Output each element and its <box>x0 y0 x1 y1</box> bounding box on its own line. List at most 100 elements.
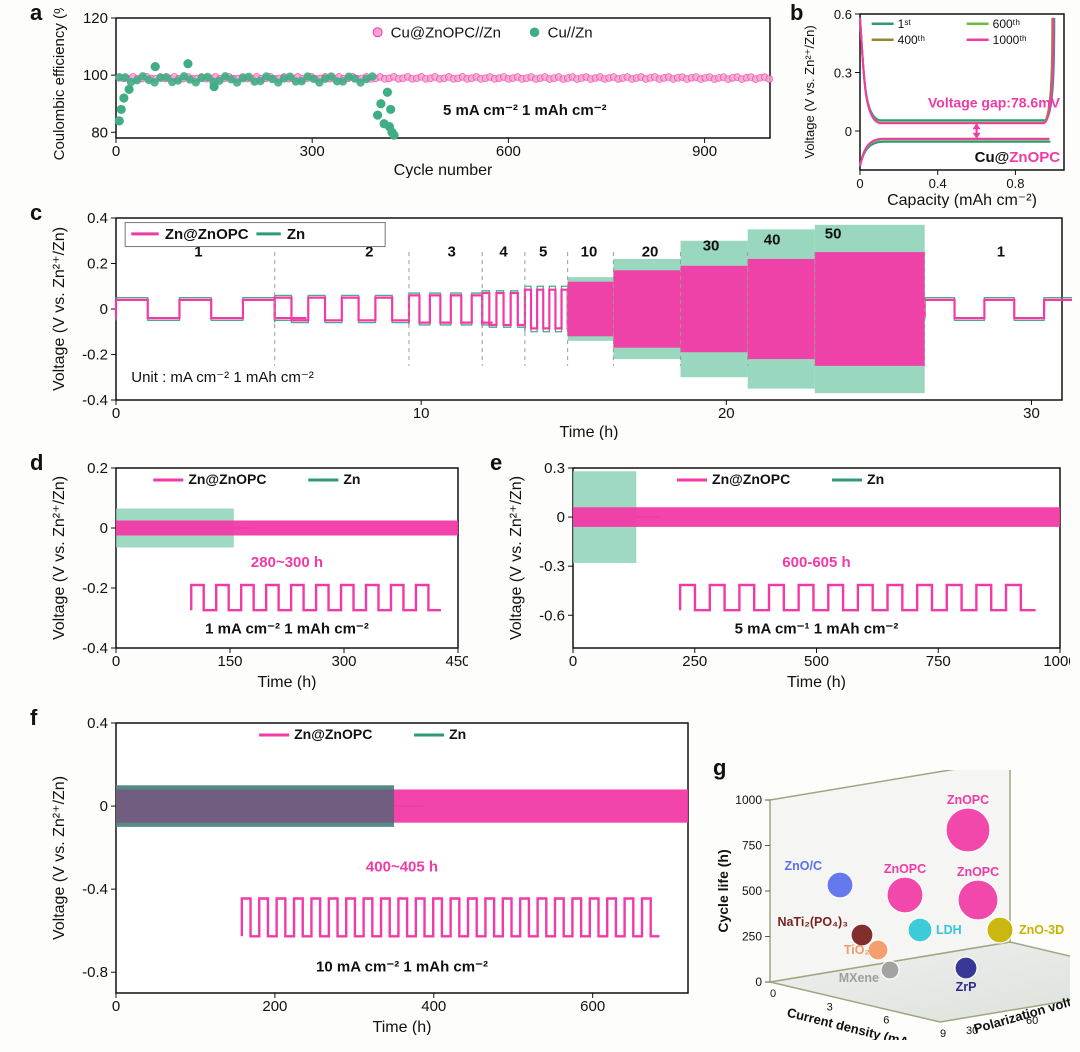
svg-text:ZrP: ZrP <box>956 980 977 994</box>
svg-text:1000: 1000 <box>1043 653 1070 670</box>
svg-text:Time (h): Time (h) <box>787 674 846 690</box>
svg-text:100: 100 <box>83 67 108 84</box>
svg-text:TiO₂: TiO₂ <box>844 943 870 957</box>
svg-text:0: 0 <box>557 509 565 526</box>
svg-text:50: 50 <box>825 226 842 243</box>
svg-text:600-605 h: 600-605 h <box>782 554 850 571</box>
svg-text:Cycle life (h): Cycle life (h) <box>715 849 731 932</box>
svg-text:750: 750 <box>926 653 951 670</box>
svg-text:9: 9 <box>940 1028 946 1040</box>
svg-text:6: 6 <box>883 1015 889 1027</box>
svg-text:0: 0 <box>100 520 108 537</box>
svg-text:900: 900 <box>692 143 717 160</box>
panel-e-label: e <box>490 450 502 476</box>
svg-text:0: 0 <box>569 653 577 670</box>
svg-text:Voltage (V vs. Zn²⁺/Zn): Voltage (V vs. Zn²⁺/Zn) <box>51 227 68 391</box>
svg-text:Unit : mA cm⁻² 1 mAh cm⁻²: Unit : mA cm⁻² 1 mAh cm⁻² <box>131 369 314 386</box>
svg-text:1: 1 <box>997 244 1005 261</box>
svg-text:Zn: Zn <box>449 726 466 742</box>
panel-a-chart: 030060090080100120Cycle numberCoulombic … <box>48 8 778 178</box>
svg-text:-0.6: -0.6 <box>539 607 565 624</box>
svg-text:500: 500 <box>742 884 762 898</box>
svg-text:Time (h): Time (h) <box>560 424 619 440</box>
svg-text:-0.4: -0.4 <box>82 392 108 409</box>
svg-text:0.4: 0.4 <box>87 715 108 732</box>
svg-text:0: 0 <box>856 176 863 191</box>
svg-text:Voltage gap:78.6mV: Voltage gap:78.6mV <box>928 95 1061 111</box>
svg-text:Cu@ZnOPC: Cu@ZnOPC <box>975 149 1061 166</box>
svg-text:10: 10 <box>413 405 430 422</box>
svg-text:120: 120 <box>83 10 108 27</box>
svg-text:-0.3: -0.3 <box>539 558 565 575</box>
svg-text:ZnOPC: ZnOPC <box>947 793 989 807</box>
svg-text:NaTi₂(PO₄)₃: NaTi₂(PO₄)₃ <box>777 915 848 929</box>
svg-text:500: 500 <box>804 653 829 670</box>
svg-text:300: 300 <box>331 653 356 670</box>
svg-text:ZnO-3D: ZnO-3D <box>1019 923 1064 937</box>
svg-text:0.2: 0.2 <box>87 460 108 477</box>
svg-text:1 mA cm⁻² 1 mAh cm⁻²: 1 mA cm⁻² 1 mAh cm⁻² <box>205 621 369 638</box>
svg-text:Voltage (V vs. Zn²⁺/Zn): Voltage (V vs. Zn²⁺/Zn) <box>802 25 817 158</box>
svg-text:Coulombic efficiency (%): Coulombic efficiency (%) <box>51 8 68 160</box>
svg-text:Voltage (V vs. Zn²⁺/Zn): Voltage (V vs. Zn²⁺/Zn) <box>508 476 525 640</box>
svg-text:Cu//Zn: Cu//Zn <box>548 24 593 41</box>
svg-text:600: 600 <box>496 143 521 160</box>
panel-c-label: c <box>30 200 42 226</box>
svg-text:1000: 1000 <box>735 793 762 807</box>
svg-text:MXene: MXene <box>839 971 879 985</box>
svg-text:Cu@ZnOPC//Zn: Cu@ZnOPC//Zn <box>391 24 501 41</box>
panel-f-label: f <box>30 705 37 731</box>
svg-text:200: 200 <box>262 998 287 1015</box>
svg-text:1000ᵗʰ: 1000ᵗʰ <box>993 33 1027 47</box>
svg-text:10 mA cm⁻² 1 mAh cm⁻²: 10 mA cm⁻² 1 mAh cm⁻² <box>316 958 488 975</box>
svg-text:20: 20 <box>642 244 659 261</box>
svg-text:-0.2: -0.2 <box>82 347 108 364</box>
svg-text:ZnOPC: ZnOPC <box>884 862 926 876</box>
svg-text:Voltage (V vs. Zn²⁺/Zn): Voltage (V vs. Zn²⁺/Zn) <box>51 776 68 940</box>
svg-text:0: 0 <box>112 653 120 670</box>
svg-text:0: 0 <box>112 143 120 160</box>
svg-text:Zn: Zn <box>867 471 884 487</box>
svg-text:Zn: Zn <box>287 226 305 243</box>
svg-text:Zn: Zn <box>343 471 360 487</box>
svg-text:0: 0 <box>112 998 120 1015</box>
svg-text:20: 20 <box>718 405 735 422</box>
panel-a-legend: Cu@ZnOPC//Zn Cu//Zn <box>373 24 593 41</box>
svg-text:0.4: 0.4 <box>87 210 108 227</box>
panel-e-chart: 0 250 500 750 1000 -0.6 -0.3 0 0.3 Time (h) Voltag… <box>505 460 1070 690</box>
svg-text:3: 3 <box>448 244 456 261</box>
svg-text:-0.8: -0.8 <box>82 964 108 981</box>
svg-text:LDH: LDH <box>936 923 962 937</box>
svg-text:250: 250 <box>682 653 707 670</box>
svg-text:0: 0 <box>770 988 776 1000</box>
svg-text:0.3: 0.3 <box>544 460 565 477</box>
svg-text:-0.4: -0.4 <box>82 640 108 657</box>
svg-text:600: 600 <box>580 998 605 1015</box>
svg-text:5 mA cm⁻² 1 mAh cm⁻²: 5 mA cm⁻² 1 mAh cm⁻² <box>443 102 607 119</box>
svg-text:3: 3 <box>827 1001 833 1013</box>
svg-text:30: 30 <box>1023 405 1040 422</box>
svg-text:Capacity (mAh cm⁻²): Capacity (mAh cm⁻²) <box>887 192 1037 208</box>
svg-text:Zn@ZnOPC: Zn@ZnOPC <box>712 471 790 487</box>
svg-text:40: 40 <box>764 232 781 249</box>
panel-g-chart: 025050075010000369306090120Cycle life (h… <box>710 770 1070 1040</box>
svg-text:0: 0 <box>845 124 852 139</box>
svg-text:10: 10 <box>581 244 598 261</box>
svg-text:750: 750 <box>742 839 762 853</box>
svg-text:Zn@ZnOPC: Zn@ZnOPC <box>165 226 249 243</box>
panel-f-chart: 0200400600-0.8-0.400.4Time (h)Voltage (V… <box>48 715 698 1035</box>
figure-root: a 030060090080100120Cycle numberCoulombi… <box>0 0 1080 1052</box>
svg-text:Time (h): Time (h) <box>373 1019 432 1035</box>
svg-text:0: 0 <box>100 301 108 318</box>
svg-text:Zn@ZnOPC: Zn@ZnOPC <box>294 726 372 742</box>
svg-text:0.8: 0.8 <box>1006 176 1024 191</box>
svg-text:600ᵗʰ: 600ᵗʰ <box>993 17 1021 31</box>
svg-text:ZnOPC: ZnOPC <box>957 865 999 879</box>
svg-text:Cycle number: Cycle number <box>394 162 493 178</box>
svg-text:4: 4 <box>499 244 508 261</box>
svg-text:0: 0 <box>100 798 108 815</box>
panel-d-label: d <box>30 450 43 476</box>
svg-text:ZnO/C: ZnO/C <box>785 859 823 873</box>
svg-text:300: 300 <box>300 143 325 160</box>
svg-text:400ᵗʰ: 400ᵗʰ <box>898 33 926 47</box>
